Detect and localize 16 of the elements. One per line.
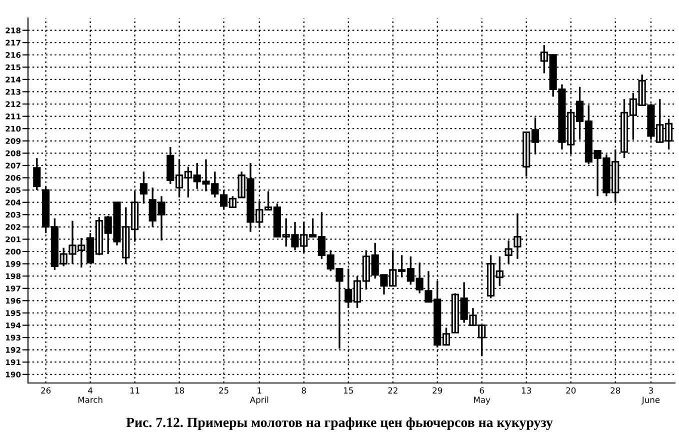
x-tick-label: 22 bbox=[388, 387, 398, 394]
x-tick-label: 15 bbox=[344, 387, 353, 394]
x-tick-label: 28 bbox=[610, 387, 620, 394]
x-tick-label: 20 bbox=[566, 387, 576, 394]
x-tick-label: 1 April bbox=[250, 387, 268, 405]
x-tick-label: 25 bbox=[219, 387, 228, 394]
x-tick-label: 11 bbox=[130, 387, 140, 394]
x-tick-label: 29 bbox=[432, 387, 442, 394]
x-tick-label: 4 March bbox=[78, 387, 102, 403]
x-tick-label: 18 bbox=[174, 387, 184, 394]
x-tick-label: 8 bbox=[302, 387, 306, 394]
x-tick-label: 13 bbox=[522, 387, 532, 394]
x-tick-label: 3 June bbox=[641, 387, 660, 404]
x-tick-label: 26 bbox=[41, 387, 51, 394]
text: Рис. 7.12. Примеры молотов на графике цен фьючерсов на кукурузу bbox=[126, 417, 553, 430]
x-tick-label: 6 May bbox=[474, 387, 490, 405]
